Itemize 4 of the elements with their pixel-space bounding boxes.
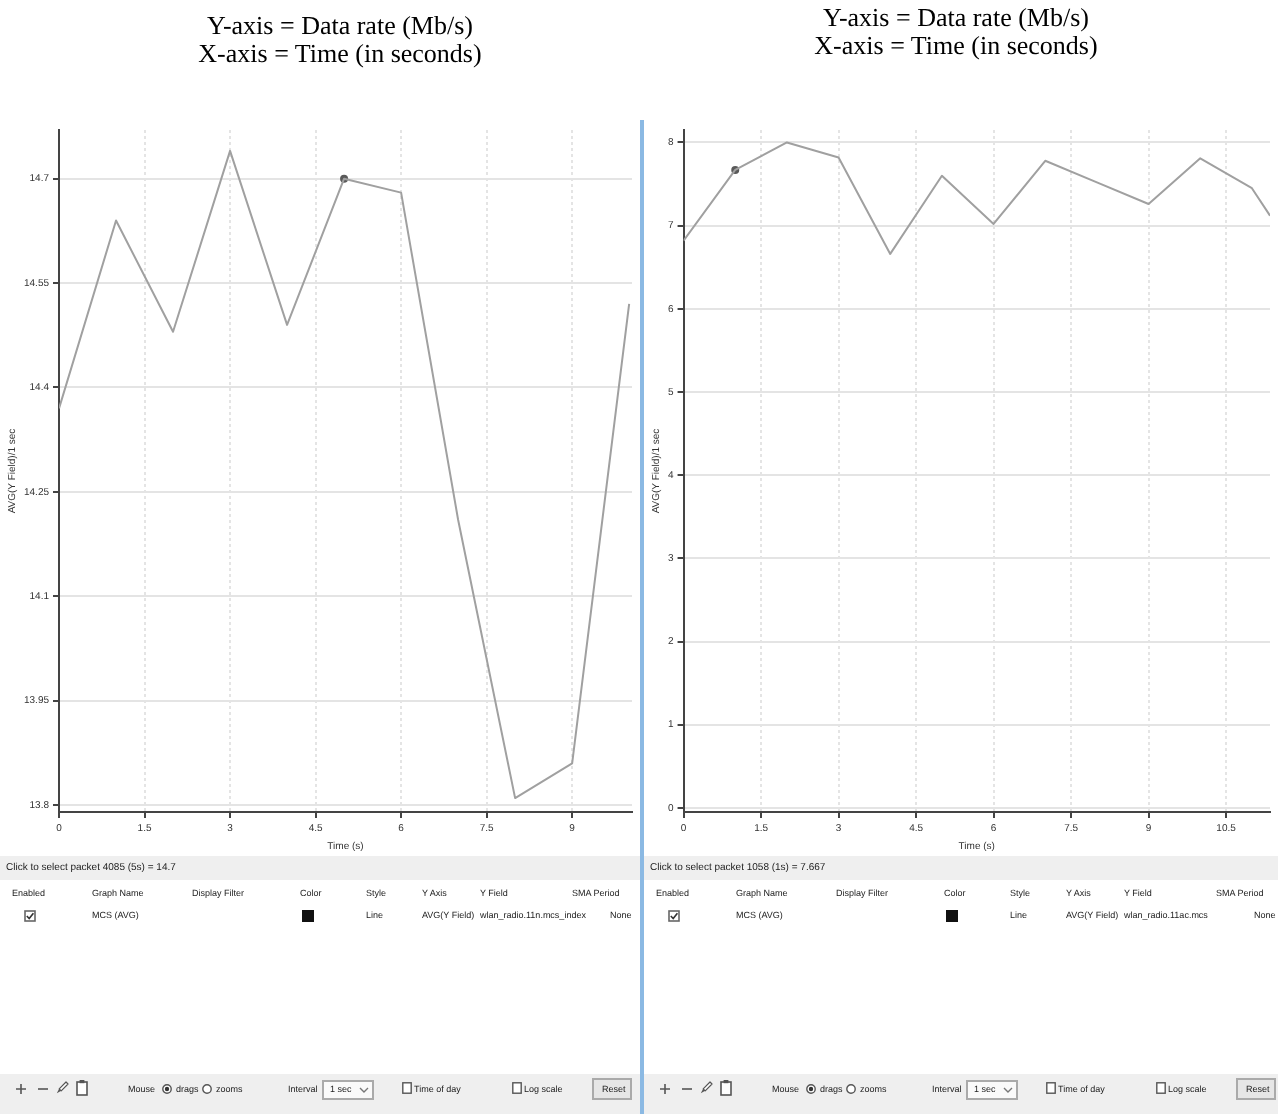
- chart-subtitle: X-axis = Time (in seconds): [812, 30, 1100, 60]
- chart-subtitle: X-axis = Time (in seconds): [196, 38, 484, 68]
- chart-title: Y-axis = Data rate (Mb/s): [821, 2, 1091, 32]
- chart-title: Y-axis = Data rate (Mb/s): [205, 10, 475, 40]
